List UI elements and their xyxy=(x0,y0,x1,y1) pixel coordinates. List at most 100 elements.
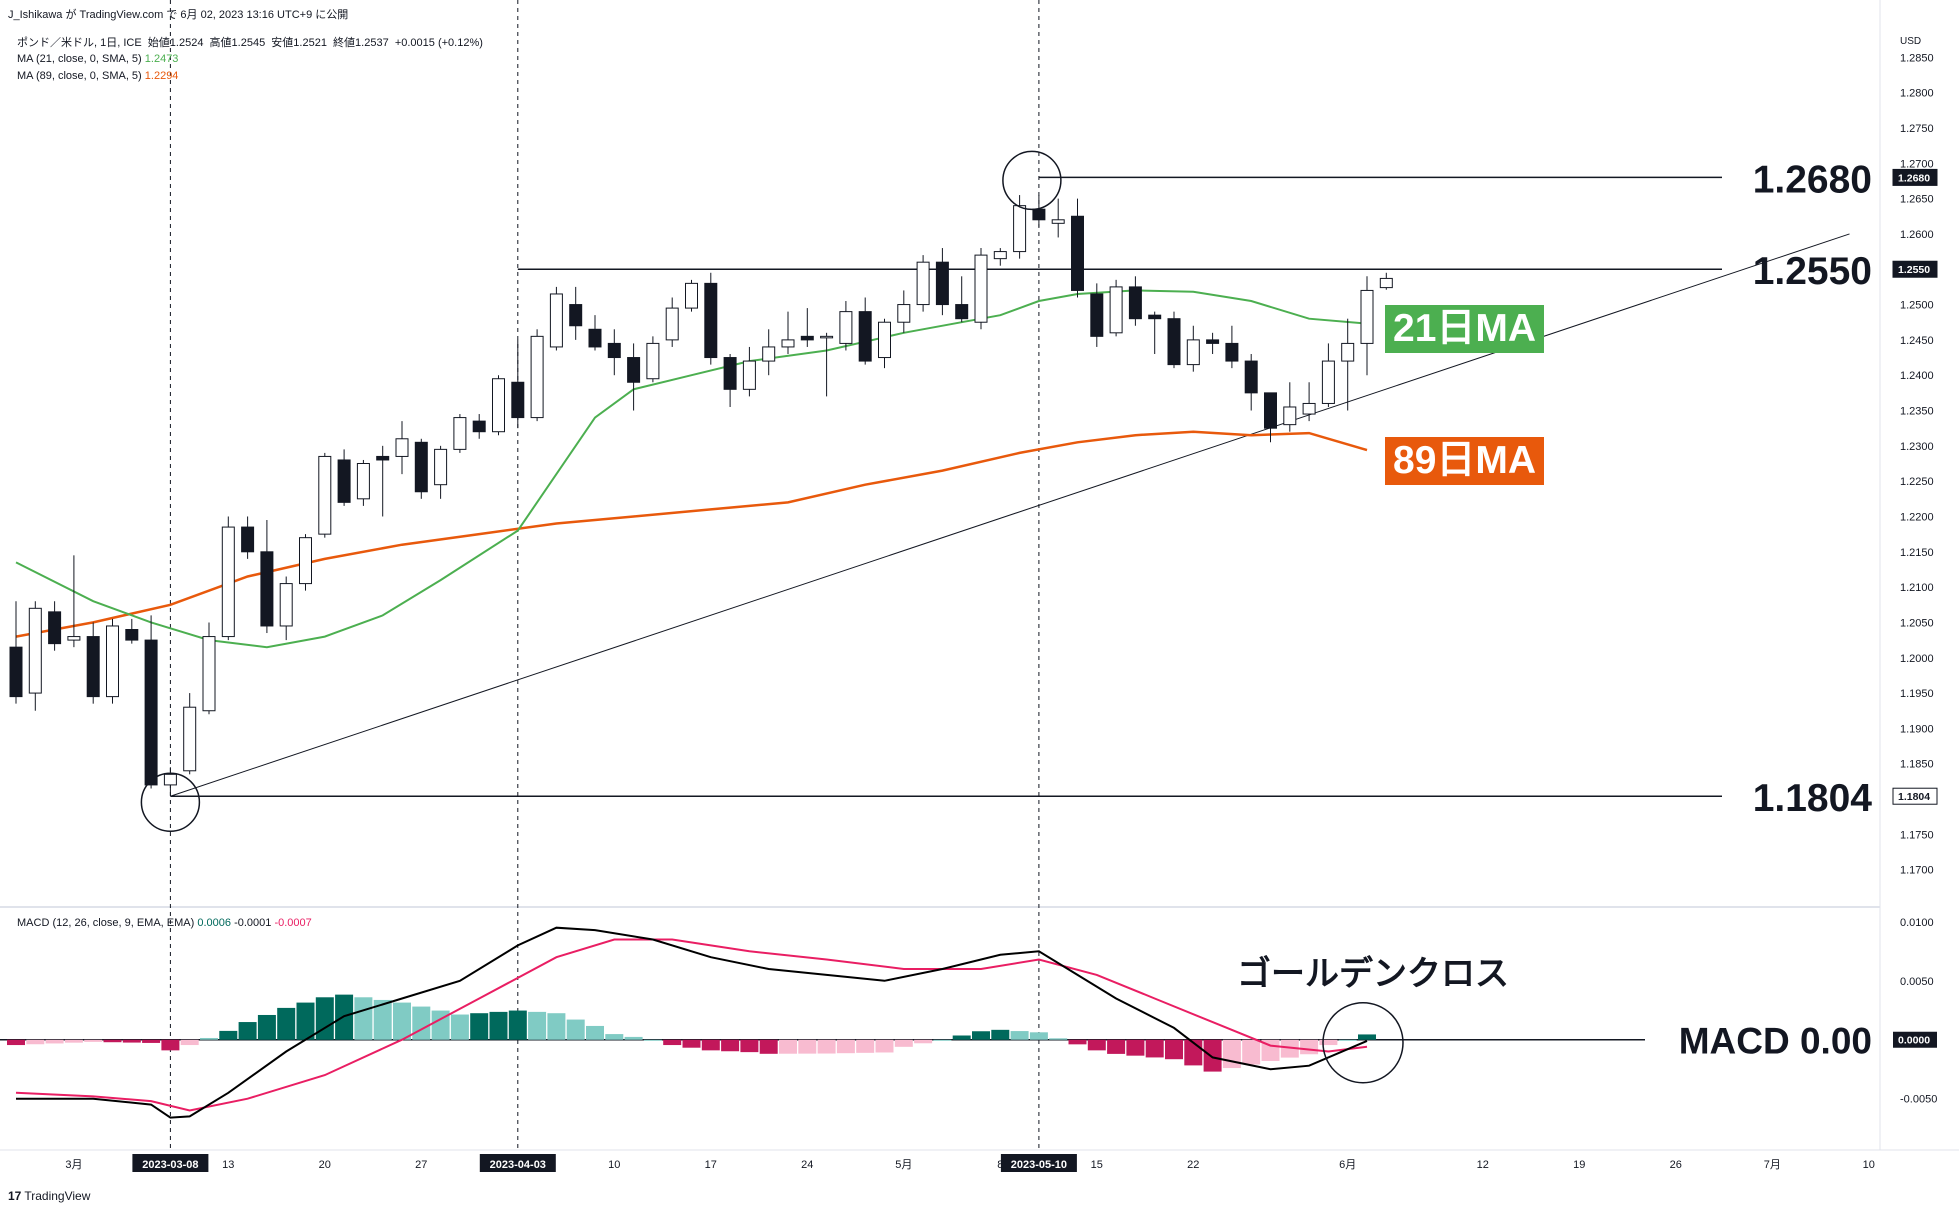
candle-body xyxy=(1186,339,1200,366)
candle-body xyxy=(878,321,891,359)
macd-histogram-bar xyxy=(547,1013,566,1040)
macd-histogram-bar xyxy=(817,1039,836,1054)
macd-histogram-bar xyxy=(1029,1032,1048,1040)
macd-histogram-bar xyxy=(856,1039,875,1053)
macd-histogram-bar xyxy=(933,1039,952,1041)
candle-body xyxy=(1321,360,1335,404)
time-tick-label: 13 xyxy=(222,1159,234,1171)
macd-histogram-bar xyxy=(894,1039,913,1047)
macd-histogram-bar xyxy=(952,1035,971,1040)
macd-histogram-bar xyxy=(1280,1039,1299,1058)
level-annotation: 1.2550 xyxy=(1753,250,1872,293)
candle-body xyxy=(549,293,563,348)
candle-body xyxy=(86,636,100,698)
price-tick-label: 1.1950 xyxy=(1900,688,1934,700)
candle-body xyxy=(530,335,544,419)
candle-body xyxy=(646,342,660,380)
macd-histogram-bar xyxy=(393,1002,411,1040)
low-highlight-circle xyxy=(140,772,201,832)
macd-histogram-bar xyxy=(450,1014,469,1040)
candle-body xyxy=(48,611,62,645)
macd-histogram-bar xyxy=(1222,1039,1241,1069)
currency-label: USD xyxy=(1900,36,1921,47)
macd-histogram-bar xyxy=(682,1039,701,1048)
macd-line xyxy=(16,926,1368,1119)
tradingview-footer: 17 TradingView xyxy=(8,1189,90,1203)
macd-histogram-bar xyxy=(1242,1039,1261,1065)
macd-histogram-bar xyxy=(701,1039,720,1051)
candle-body xyxy=(511,381,525,419)
time-tick-label: 20 xyxy=(319,1159,331,1171)
time-tick-label: 15 xyxy=(1091,1159,1103,1171)
price-tick-label: 1.2400 xyxy=(1900,370,1934,382)
candle-body xyxy=(723,357,737,390)
candle-body xyxy=(704,282,718,359)
candle-body xyxy=(916,261,930,306)
macd-legend-v3: -0.0007 xyxy=(274,917,312,929)
time-tick-label: 5月 xyxy=(895,1159,912,1171)
macd-histogram-bar xyxy=(470,1013,489,1040)
candle-body xyxy=(414,441,428,493)
price-tick-label: 1.2800 xyxy=(1900,88,1934,100)
high-highlight-circle xyxy=(1002,150,1062,211)
macd-histogram-bar xyxy=(45,1039,64,1044)
price-tick-label: 1.1750 xyxy=(1900,829,1934,841)
price-tick-label: 1.2150 xyxy=(1900,547,1934,559)
candle-body xyxy=(858,311,872,362)
candle-body xyxy=(221,526,235,638)
candle-body xyxy=(1244,360,1258,394)
candle-body xyxy=(279,583,293,627)
candle-body xyxy=(434,448,448,486)
golden-cross-circle xyxy=(1322,1001,1404,1084)
candle-body xyxy=(1360,289,1374,344)
macd-histogram-bar xyxy=(180,1039,199,1046)
macd-histogram-bar xyxy=(1261,1039,1280,1061)
price-tick-label: 1.2650 xyxy=(1900,194,1934,206)
time-tick-label: 3月 xyxy=(65,1159,82,1171)
candle-body xyxy=(1264,392,1277,429)
price-tick-label: 1.1700 xyxy=(1900,865,1934,877)
candle-body xyxy=(337,459,351,503)
macd-histogram-bar xyxy=(624,1036,643,1040)
price-tick-label: 1.2450 xyxy=(1900,335,1934,347)
candle-body xyxy=(1013,205,1027,253)
candle-body xyxy=(955,304,969,320)
candle-body xyxy=(183,706,197,772)
ma21-legend-value: 1.2473 xyxy=(144,53,179,65)
macd-histogram-bar xyxy=(779,1039,797,1054)
price-marker-box xyxy=(1892,260,1938,278)
price-marker-label: 1.2680 xyxy=(1898,172,1930,184)
macd-histogram-bar xyxy=(103,1039,122,1043)
price-tick-label: 1.2500 xyxy=(1900,300,1934,312)
candle-body xyxy=(453,417,467,450)
candle-body xyxy=(1128,286,1142,320)
time-tick-label: 22 xyxy=(1187,1159,1199,1171)
macd-histogram-bar xyxy=(315,997,334,1040)
candle-body xyxy=(472,420,486,433)
candle-body xyxy=(1283,406,1297,426)
macd-histogram-bar xyxy=(643,1039,662,1041)
price-tick-label: 1.2000 xyxy=(1900,653,1934,665)
candle-body xyxy=(665,307,679,341)
candle-body xyxy=(800,335,814,341)
candle-body xyxy=(781,339,795,348)
macd-histogram-bar xyxy=(161,1039,180,1051)
candle-body xyxy=(974,254,988,323)
macd-histogram-bar xyxy=(219,1030,238,1040)
candle-body xyxy=(1225,342,1239,362)
macd-histogram-bar xyxy=(412,1006,431,1040)
ma21-annotation-tag: 21日MA xyxy=(1385,305,1545,353)
price-tick-label: 1.2250 xyxy=(1900,476,1934,488)
date-marker-label: 2023-04-03 xyxy=(490,1159,546,1171)
macd-histogram-bar xyxy=(1165,1039,1183,1060)
macd-histogram-bar xyxy=(1068,1039,1087,1045)
date-marker-label: 2023-03-08 xyxy=(142,1159,198,1171)
candle-body xyxy=(627,357,641,383)
macd-legend-v1: 0.0006 xyxy=(197,917,231,929)
macd-histogram-bar xyxy=(238,1022,257,1040)
candle-body xyxy=(241,526,255,553)
candle-body xyxy=(144,639,158,786)
candle-body xyxy=(1167,318,1181,366)
macd-histogram-bar xyxy=(122,1039,141,1043)
candle-body xyxy=(106,625,119,698)
